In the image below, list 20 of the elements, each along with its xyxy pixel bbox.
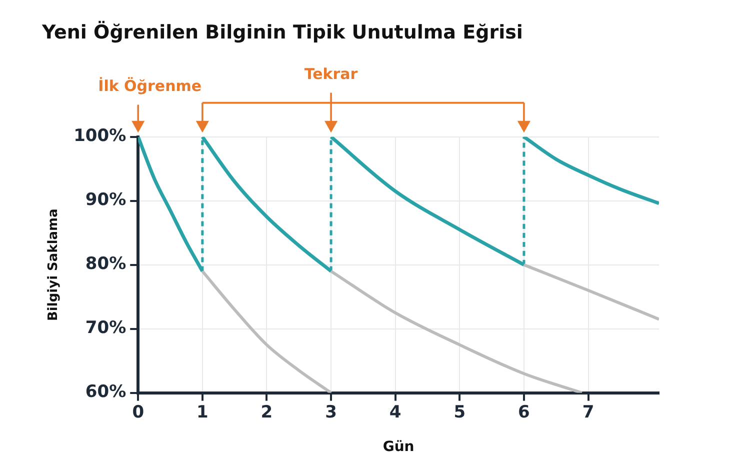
x-tick-label: 6 xyxy=(518,402,530,422)
x-tick-label: 7 xyxy=(582,402,594,422)
y-tick-label: 70% xyxy=(85,318,126,338)
x-tick-label: 2 xyxy=(260,402,273,422)
text: Tekrar xyxy=(304,64,358,83)
line-series xyxy=(330,270,584,393)
y-tick-label: 90% xyxy=(85,190,126,210)
x-tick-label: 0 xyxy=(132,402,144,422)
line-series xyxy=(200,270,333,393)
x-tick-label: 3 xyxy=(325,402,337,422)
chart-title: Yeni Öğrenilen Bilginin Tipik Unutulma Eğrisi xyxy=(41,20,523,44)
text: İlk Öğrenme xyxy=(98,76,202,95)
y-tick-label: 80% xyxy=(85,254,126,274)
x-tick-label: 5 xyxy=(454,402,466,422)
x-tick-label: 1 xyxy=(196,402,208,422)
x-axis-title: Gün xyxy=(382,439,414,456)
x-tick-label: 4 xyxy=(389,402,402,422)
y-tick-label: 100% xyxy=(74,126,126,146)
y-tick-label: 60% xyxy=(85,382,126,402)
y-axis-title: Bilgiyi Saklama xyxy=(46,208,62,321)
